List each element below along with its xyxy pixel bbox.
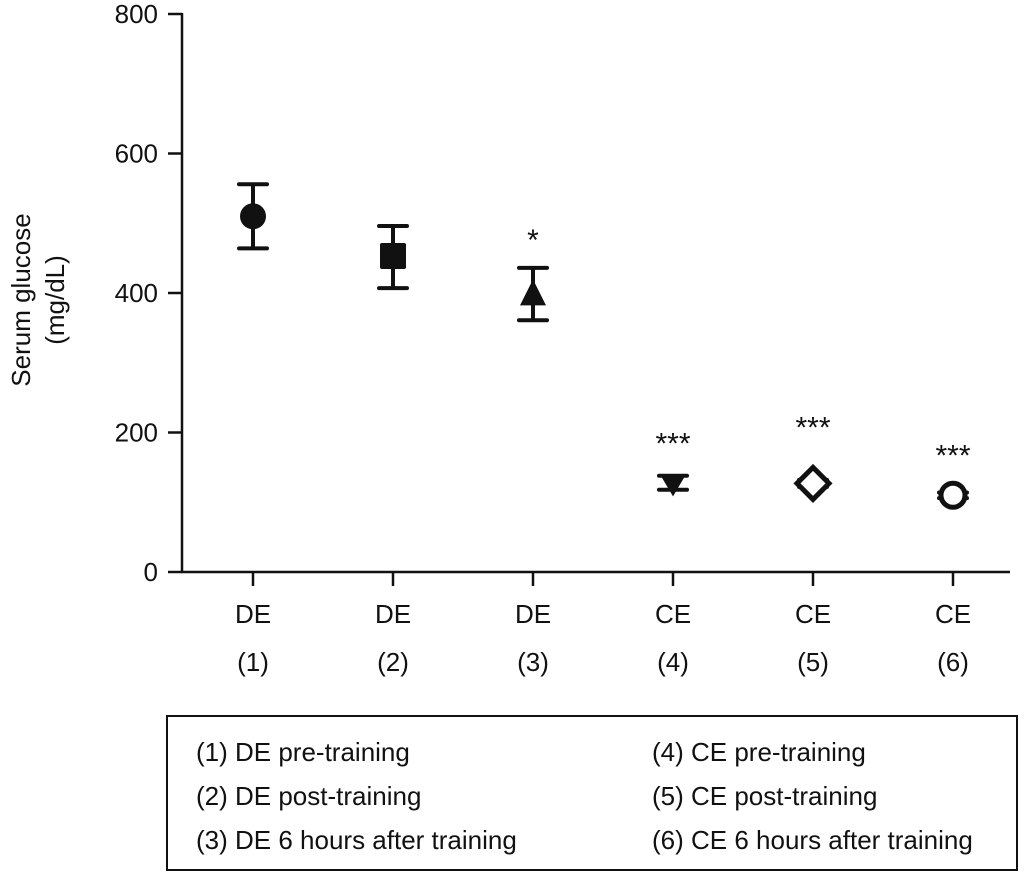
legend-entry: (3) DE 6 hours after training <box>196 825 517 855</box>
significance-label: *** <box>935 439 970 472</box>
significance-label: *** <box>655 427 690 460</box>
axes <box>180 13 1010 574</box>
data-point-group <box>377 224 409 291</box>
x-tick-label-number: (3) <box>517 647 549 677</box>
x-tick-label-number: (2) <box>377 647 409 677</box>
data-point-group: *** <box>935 439 971 510</box>
data-point-circle-open <box>938 480 968 510</box>
legend-entry: (1) DE pre-training <box>196 737 410 767</box>
y-axis-label: Serum glucose (mg/dL) <box>6 213 70 386</box>
x-tick-label-group: DE <box>375 599 411 629</box>
x-tick-label-group: DE <box>515 599 551 629</box>
data-point-diamond <box>793 463 833 503</box>
y-axis-unit: (mg/dL) <box>40 255 70 345</box>
significance-label: *** <box>795 411 830 444</box>
legend-box <box>166 715 1018 871</box>
data-point-group: * <box>517 224 549 323</box>
data-point-group: *** <box>655 427 691 497</box>
x-tick-label-number: (5) <box>797 647 829 677</box>
data-point-triangle-down <box>660 474 686 497</box>
legend: (1) DE pre-training (2) DE post-training (… <box>166 715 1018 871</box>
legend-entry: (4) CE pre-training <box>652 737 866 767</box>
data-point-circle <box>240 203 266 230</box>
data-point-group: *** <box>793 411 833 503</box>
x-tick-label-number: (1) <box>237 647 269 677</box>
x-tick-label-group: CE <box>795 599 831 629</box>
data-point-square <box>380 243 406 270</box>
data-point-triangle <box>520 279 546 306</box>
y-tick-label: 200 <box>115 418 158 448</box>
legend-entry: (2) DE post-training <box>196 781 421 811</box>
significance-label: * <box>527 224 539 257</box>
x-tick-label-number: (4) <box>657 647 689 677</box>
y-tick-label: 0 <box>144 557 158 587</box>
y-axis-title: Serum glucose <box>6 213 36 386</box>
x-tick-label-group: DE <box>235 599 271 629</box>
y-tick-label: 600 <box>115 139 158 169</box>
y-tick-label: 800 <box>115 0 158 29</box>
data-point-group <box>237 182 269 251</box>
x-tick-label-number: (6) <box>937 647 969 677</box>
x-tick-label-group: CE <box>655 599 691 629</box>
y-tick-label: 400 <box>115 278 158 308</box>
legend-entry: (6) CE 6 hours after training <box>652 825 973 855</box>
x-tick-label-group: CE <box>935 599 971 629</box>
legend-entry: (5) CE post-training <box>652 781 877 811</box>
